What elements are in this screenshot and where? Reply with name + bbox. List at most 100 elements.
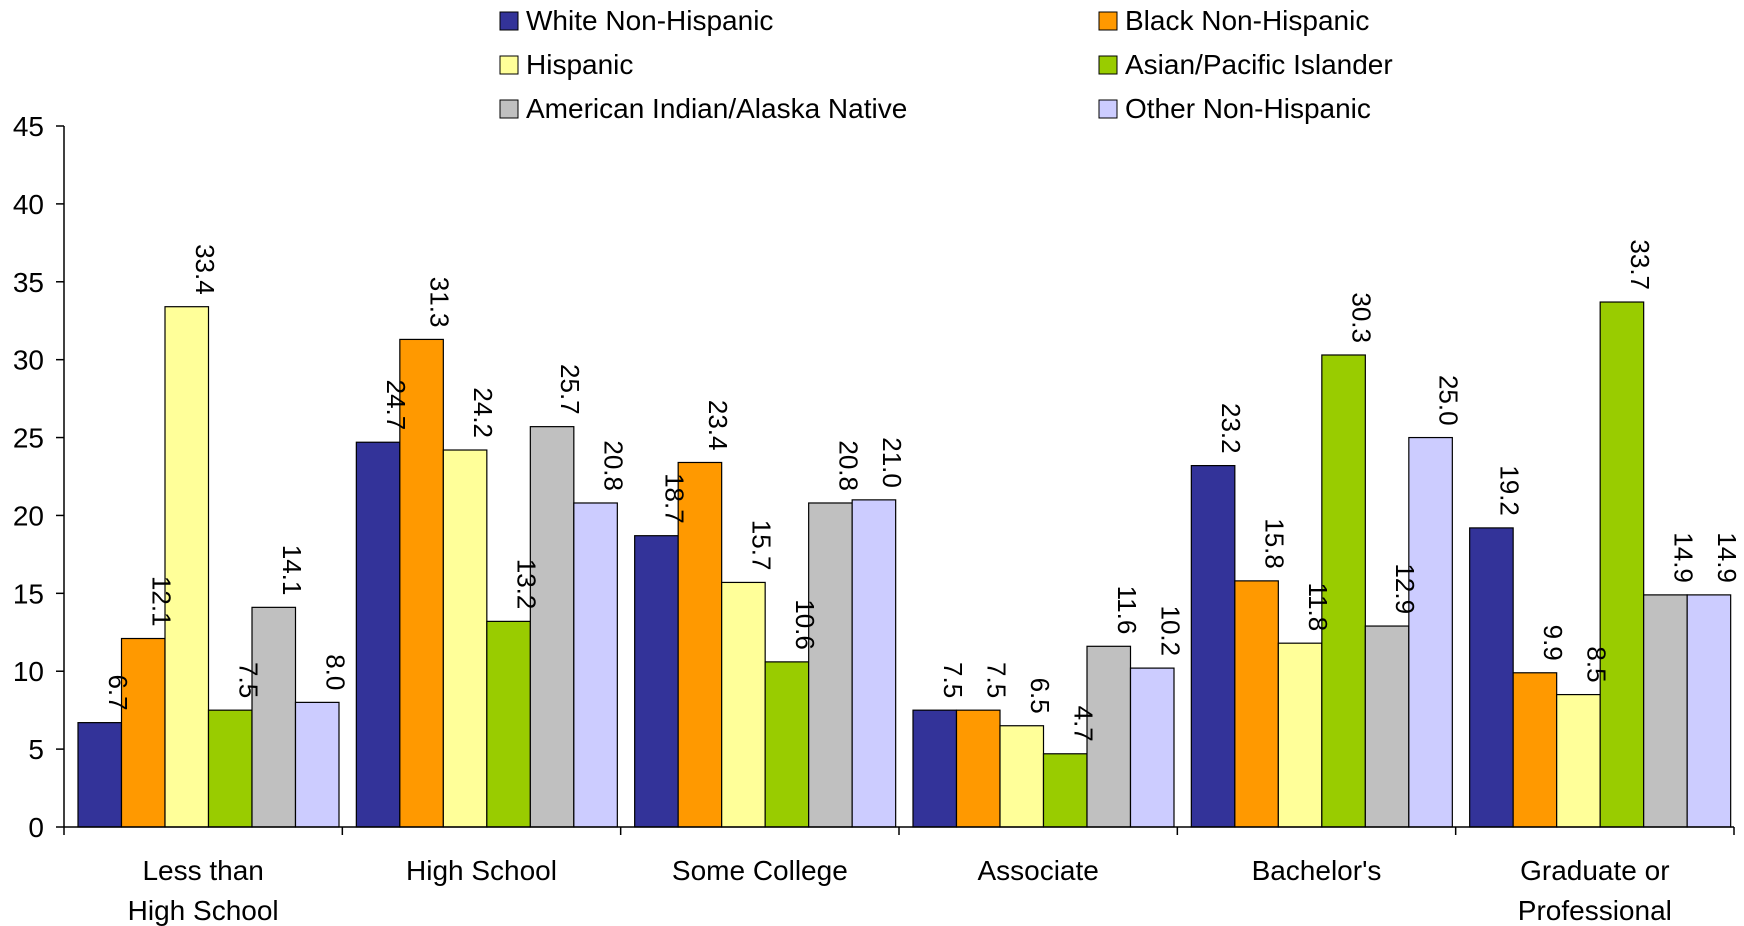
bar bbox=[1190, 464, 1236, 828]
data-label: 6.7 bbox=[103, 674, 133, 710]
x-tick-label: Bachelor's bbox=[1252, 855, 1382, 886]
data-label: 7.5 bbox=[938, 662, 968, 698]
data-label: 25.7 bbox=[555, 364, 585, 415]
bar bbox=[573, 502, 618, 828]
bar bbox=[1234, 580, 1279, 828]
y-tick-label: 30 bbox=[13, 345, 44, 376]
bar bbox=[1512, 672, 1558, 828]
bar bbox=[294, 701, 340, 828]
bar bbox=[1686, 594, 1732, 828]
x-tick-label: High School bbox=[406, 855, 557, 886]
bar bbox=[77, 722, 123, 828]
x-tick-label: Professional bbox=[1518, 895, 1672, 926]
y-tick-label: 5 bbox=[28, 734, 44, 765]
legend-label: Hispanic bbox=[526, 49, 633, 80]
legend-swatch bbox=[1098, 55, 1118, 75]
legend: White Non-Hispanic Black Non-Hispanic Hisp… bbox=[499, 5, 1393, 124]
bar bbox=[955, 709, 1001, 828]
x-tick-label: Less than bbox=[142, 855, 263, 886]
y-tick-label: 40 bbox=[13, 189, 44, 220]
data-label: 12.1 bbox=[146, 576, 176, 627]
legend-label: Black Non-Hispanic bbox=[1125, 5, 1369, 36]
legend-item: Hispanic bbox=[499, 49, 633, 80]
data-label: 13.2 bbox=[512, 559, 542, 610]
bar bbox=[1129, 667, 1175, 828]
value-labels: 6.7 12.1 33.4 7.5 14.1 8.0 24.7 31.3 24.2 13.2 25.… bbox=[103, 239, 1742, 741]
legend-swatch bbox=[499, 99, 519, 119]
bar bbox=[1643, 594, 1688, 828]
data-label: 23.4 bbox=[703, 400, 733, 451]
legend-label: White Non-Hispanic bbox=[526, 5, 773, 36]
bar bbox=[808, 502, 853, 828]
data-label: 7.5 bbox=[981, 662, 1011, 698]
y-tick-label: 45 bbox=[13, 111, 44, 142]
bar bbox=[764, 661, 810, 828]
y-tick-label: 35 bbox=[13, 267, 44, 298]
data-label: 9.9 bbox=[1538, 625, 1568, 661]
bar bbox=[1277, 642, 1323, 828]
data-label: 11.6 bbox=[1112, 586, 1142, 635]
data-label: 19.2 bbox=[1494, 465, 1524, 516]
data-label: 20.8 bbox=[833, 440, 863, 491]
bar bbox=[399, 338, 444, 828]
data-label: 23.2 bbox=[1216, 403, 1246, 454]
bar bbox=[164, 306, 210, 828]
data-label: 31.3 bbox=[425, 277, 455, 328]
legend-label: Other Non-Hispanic bbox=[1125, 93, 1371, 124]
data-label: 8.0 bbox=[320, 654, 350, 690]
data-label: 20.8 bbox=[599, 440, 629, 491]
bar bbox=[486, 620, 531, 828]
legend-swatch bbox=[1098, 11, 1118, 31]
bar bbox=[529, 426, 575, 828]
data-label: 14.9 bbox=[1668, 532, 1698, 583]
y-tick-label: 20 bbox=[13, 500, 44, 531]
bar bbox=[251, 606, 297, 828]
data-label: 33.7 bbox=[1625, 239, 1655, 290]
y-axis: 0 5 10 15 20 25 30 35 40 45 bbox=[13, 111, 65, 843]
bar bbox=[912, 709, 958, 828]
bar bbox=[442, 449, 488, 828]
y-tick-label: 15 bbox=[13, 578, 44, 609]
data-label: 30.3 bbox=[1347, 292, 1377, 343]
bar bbox=[634, 535, 679, 828]
legend-label: Asian/Pacific Islander bbox=[1125, 49, 1393, 80]
bar bbox=[1321, 354, 1366, 828]
data-label: 4.7 bbox=[1068, 706, 1098, 742]
bar bbox=[1042, 753, 1088, 828]
data-label: 15.8 bbox=[1260, 518, 1290, 569]
data-label: 14.9 bbox=[1712, 532, 1742, 583]
legend-item: Black Non-Hispanic bbox=[1098, 5, 1369, 36]
data-label: 10.2 bbox=[1155, 605, 1185, 656]
bar bbox=[355, 441, 401, 828]
legend-item: American Indian/Alaska Native bbox=[499, 93, 907, 124]
y-tick-label: 10 bbox=[13, 656, 44, 687]
data-label: 6.5 bbox=[1025, 678, 1055, 714]
y-tick-label: 25 bbox=[13, 423, 44, 454]
legend-swatch bbox=[499, 11, 519, 31]
bar bbox=[1408, 436, 1453, 828]
legend-item: Asian/Pacific Islander bbox=[1098, 49, 1393, 80]
data-label: 25.0 bbox=[1434, 375, 1464, 426]
data-label: 15.7 bbox=[746, 520, 776, 571]
data-label: 7.5 bbox=[233, 662, 263, 698]
data-label: 33.4 bbox=[190, 244, 220, 295]
bar bbox=[1599, 301, 1645, 828]
bar bbox=[120, 637, 166, 828]
bar bbox=[207, 709, 253, 828]
x-tick-label: Graduate or bbox=[1520, 855, 1669, 886]
data-label: 12.9 bbox=[1390, 563, 1420, 614]
bar bbox=[1556, 693, 1601, 828]
x-tick-label: High School bbox=[128, 895, 279, 926]
bar bbox=[1364, 625, 1410, 828]
data-label: 24.2 bbox=[468, 387, 498, 438]
bars bbox=[77, 301, 1732, 828]
data-label: 21.0 bbox=[877, 437, 907, 488]
x-axis: Less than High School High School Some Coll… bbox=[63, 826, 1735, 926]
bar bbox=[1469, 527, 1514, 828]
y-tick-label: 0 bbox=[28, 812, 44, 843]
legend-swatch bbox=[1098, 99, 1118, 119]
bar bbox=[677, 461, 723, 828]
legend-item: Other Non-Hispanic bbox=[1098, 93, 1371, 124]
x-tick-label: Associate bbox=[977, 855, 1098, 886]
